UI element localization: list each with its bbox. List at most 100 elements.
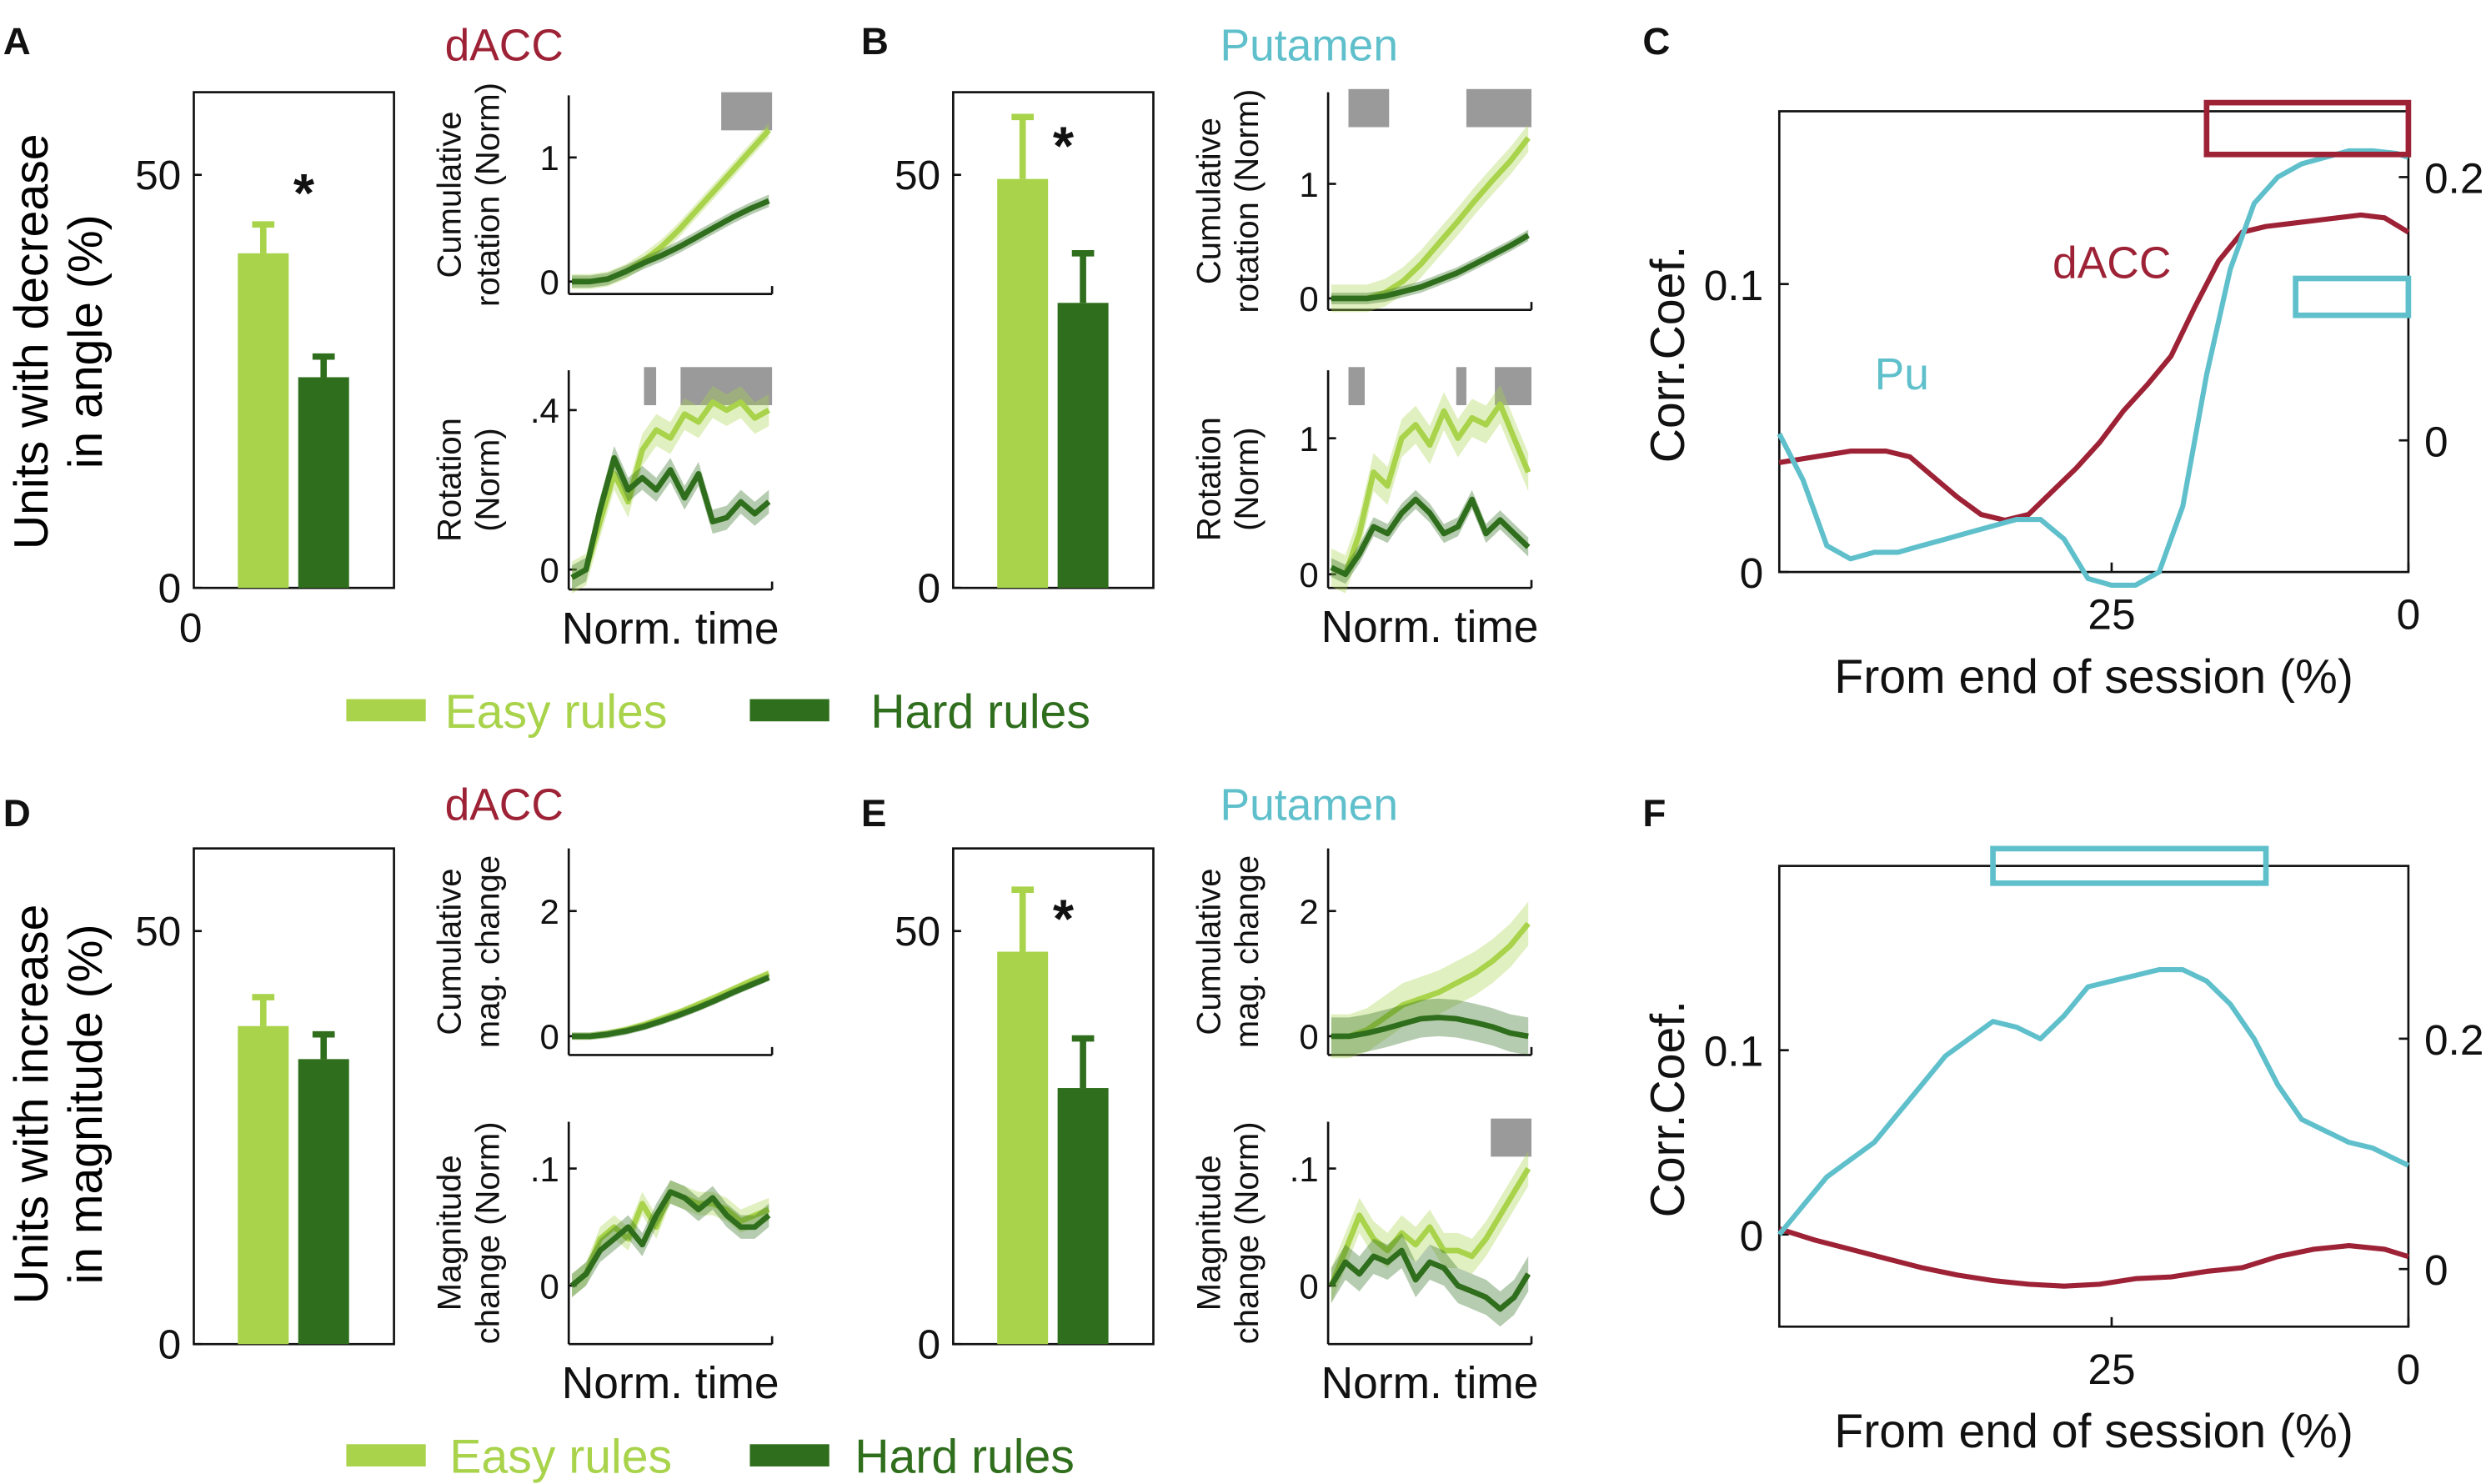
series-line-hard: [572, 975, 770, 1040]
chart-B-bar: 0 50 *: [895, 91, 1155, 611]
x-tick-label: 25: [2088, 590, 2135, 639]
y-tick-label-right: 0: [2424, 417, 2448, 465]
y-tick-label: 0: [539, 1017, 559, 1056]
region-title-b: Putamen: [1220, 21, 1399, 70]
y-tick-label: 0: [539, 1266, 559, 1306]
panel-letter-d: D: [3, 792, 31, 835]
panel-letter-c: C: [1642, 20, 1670, 63]
significance-bar: [1491, 1118, 1532, 1157]
chart-A-cum: 0 1 Cumulative rotation (Norm): [432, 83, 774, 307]
significance-star: *: [1053, 888, 1075, 949]
series-line-hard: [1330, 496, 1531, 578]
chart-B-rot: 0 1 Rotation (Norm) Norm. time: [1191, 367, 1539, 652]
chart-D-bar: 0 50: [135, 847, 395, 1367]
significance-bar: [1466, 88, 1532, 128]
y-tick-label: 50: [135, 909, 181, 955]
chart-D-mag: 0 .1 Magnitude change (Norm) Norm. time: [432, 1121, 779, 1408]
xlabel-norm-time: Norm. time: [562, 1359, 779, 1408]
ylabel-line2: mag. change: [1229, 855, 1266, 1048]
y-tick-label: 1: [1299, 165, 1318, 204]
series-band-easy: [1331, 124, 1529, 313]
ylabel-line2: change (Norm): [1229, 1121, 1266, 1344]
ylabel-line1: Cumulative: [432, 111, 469, 278]
y-tick-label: 0: [158, 565, 182, 611]
x-tick-label: 25: [2088, 1345, 2135, 1393]
significance-bar: [680, 367, 773, 406]
legend-swatch-easy: [346, 699, 426, 722]
annotation-dacc: dACC: [2052, 239, 2171, 288]
series-band-easy: [572, 386, 769, 594]
chart-D-cum: 0 2 Cumulative mag. change: [432, 848, 774, 1056]
ylabel-group: Rotation (Norm): [1191, 417, 1266, 541]
series-line-hard: [1331, 1015, 1529, 1040]
significance-star: *: [1053, 116, 1075, 177]
series-line-hard: [570, 454, 771, 580]
significance-bar: [721, 92, 773, 131]
bar-easy: [997, 178, 1049, 589]
xlabel-norm-time: Norm. time: [1321, 603, 1539, 652]
bar-hard: [298, 1059, 349, 1345]
y-tick-label: .1: [1290, 1150, 1319, 1189]
panel-letter-e: E: [861, 792, 887, 835]
significance-box-pu: [1990, 845, 2269, 886]
y-tick-label: 50: [895, 909, 940, 955]
ylabel-corr: Corr.Coef.: [1641, 1000, 1695, 1217]
series-band-easy: [572, 123, 769, 289]
y-tick-label-left: 0: [1740, 1211, 1764, 1260]
y-tick-label-right: 0.2: [2424, 1015, 2484, 1064]
y-tick-label: 0: [539, 550, 559, 589]
y-tick-label-left: 0.1: [1704, 261, 1764, 309]
bar-easy: [238, 253, 289, 589]
xlabel-norm-time: Norm. time: [562, 604, 779, 654]
bar-easy: [997, 951, 1049, 1345]
ylabel-line2: rotation (Norm): [1229, 89, 1266, 313]
series-band-easy: [1331, 384, 1529, 594]
y-tick-label: 2: [539, 892, 559, 931]
panel-letter-f: F: [1642, 792, 1666, 835]
legend-label-easy: Easy rules: [445, 685, 668, 739]
region-title-a: dACC: [445, 21, 564, 70]
legend-bottom: Easy rules Hard rules: [346, 1431, 1075, 1484]
ylabel-group: Cumulative mag. change: [1191, 855, 1266, 1048]
ylabel-line1: Rotation: [1191, 417, 1228, 541]
xlabel-from-end: From end of session (%): [1834, 650, 2353, 704]
xlabel-from-end: From end of session (%): [1834, 1405, 2353, 1458]
bar-hard: [1057, 1088, 1109, 1345]
y-tick-label: 0: [158, 1321, 182, 1367]
y-tick-label: .1: [530, 1150, 559, 1189]
ylabel-line2: change (Norm): [469, 1121, 506, 1344]
legend-top: Easy rules Hard rules: [346, 685, 1090, 739]
y-tick-label: 1: [539, 138, 559, 178]
series-band-hard: [572, 194, 769, 288]
series-line-hard: [569, 1189, 771, 1288]
series-line-pu: [1777, 148, 2409, 588]
bar-ylabel-mag-1: Units with increase: [5, 905, 58, 1305]
legend-swatch-hard: [749, 699, 829, 722]
x-tick-label: 0: [2397, 590, 2421, 639]
series-band-hard: [572, 1180, 769, 1298]
series-band-hard: [572, 445, 769, 590]
series-line-easy: [1328, 1166, 1531, 1287]
xlabel-norm-time: Norm. time: [1321, 1359, 1539, 1408]
ylabel-line1: Cumulative: [1191, 869, 1228, 1035]
y-tick-label: .4: [530, 391, 559, 430]
significance-bar: [644, 367, 657, 406]
series-band-easy: [572, 970, 769, 1040]
y-tick-label-left: 0.1: [1704, 1027, 1764, 1075]
ylabel-line2: (Norm): [469, 428, 506, 531]
region-title-d: dACC: [445, 780, 564, 830]
series-line-pu: [1777, 967, 2410, 1236]
ylabel-line2: mag. change: [469, 855, 506, 1048]
ylabel-group: Cumulative rotation (Norm): [432, 83, 507, 307]
significance-bar: [1348, 367, 1365, 406]
series-line-dacc: [1778, 1226, 2409, 1289]
chart-A-rot: 0 .4 Rotation (Norm) Norm. time: [432, 367, 779, 654]
x-tick-label: 0: [2397, 1345, 2421, 1393]
axes-frame: [1777, 110, 2410, 574]
series-line-easy: [1330, 401, 1531, 578]
series-line-easy: [570, 399, 770, 580]
x-origin-label: 0: [179, 605, 203, 651]
ylabel-group: Magnitude change (Norm): [432, 1121, 507, 1344]
ylabel-line2: rotation (Norm): [469, 83, 506, 307]
